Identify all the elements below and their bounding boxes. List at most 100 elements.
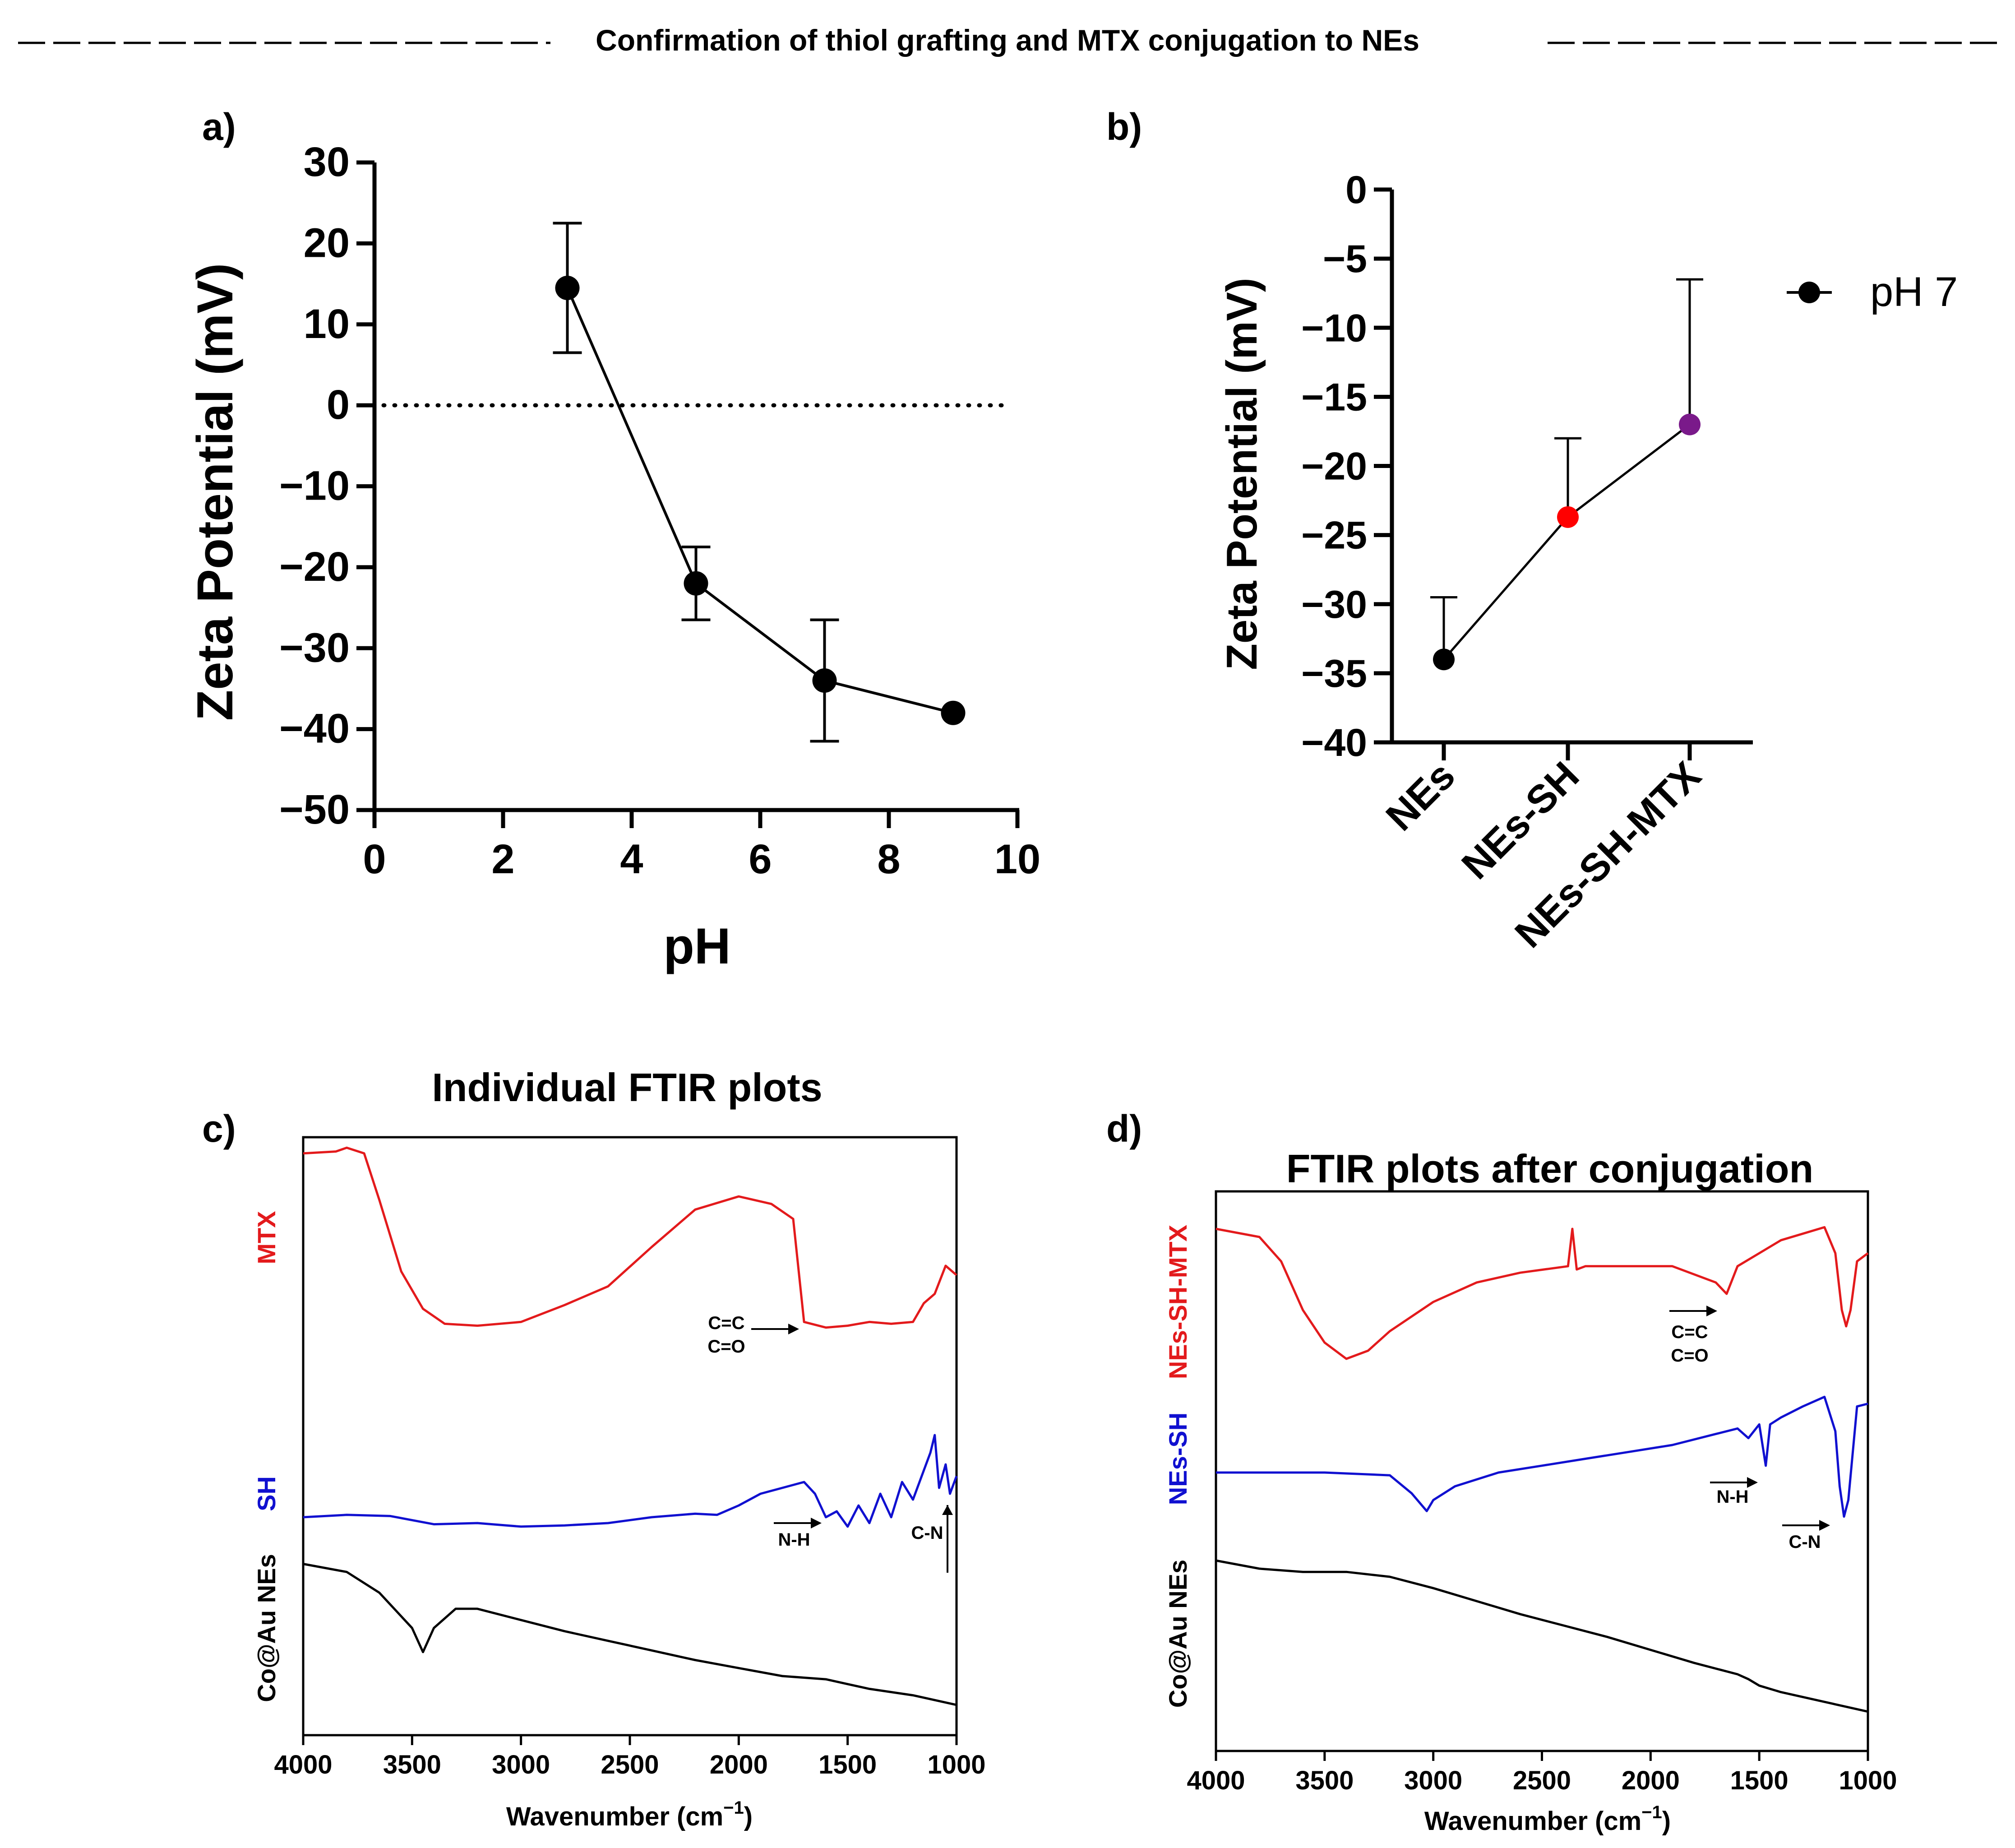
y-tick-label: −10	[279, 463, 350, 509]
annotation-label: C=O	[1671, 1346, 1708, 1366]
chart-d-xlabel-sup: −1	[1641, 1802, 1662, 1822]
x-tick-label: 4000	[274, 1750, 332, 1779]
x-tick-label: 1000	[927, 1750, 985, 1779]
x-tick-label: 0	[363, 836, 386, 882]
annotation-arrowhead	[788, 1324, 799, 1334]
chart-b-ylabel: Zeta Potential (mV)	[1218, 278, 1266, 670]
ftir-trace-1	[303, 1434, 958, 1528]
x-tick-label: 3500	[383, 1750, 441, 1779]
data-point	[1679, 413, 1701, 435]
y-tick-label: 0	[327, 382, 350, 428]
x-tick-label: 6	[749, 836, 772, 882]
x-tick-label: 2500	[1513, 1766, 1571, 1795]
ftir-trace-2	[303, 1563, 957, 1706]
y-tick-label: −20	[279, 544, 350, 590]
data-point	[941, 700, 966, 725]
x-tick-label: 3000	[492, 1750, 550, 1779]
x-tick-label: 1000	[1839, 1766, 1897, 1795]
annotation-label: C=C	[708, 1313, 744, 1333]
annotation-arrowhead	[1747, 1477, 1758, 1488]
y-tick-label: −35	[1301, 652, 1367, 695]
y-tick-label: 10	[304, 301, 350, 347]
data-point	[1557, 506, 1579, 528]
chart-d-xlabel: Wavenumber (cm−1)	[1424, 1802, 1671, 1836]
chart-d-xlabel-close: )	[1662, 1806, 1671, 1836]
y-tick-label: −10	[1301, 306, 1367, 350]
annotation-label: C-N	[1789, 1532, 1821, 1552]
panel-label-a: a)	[202, 106, 236, 148]
y-tick-label: −5	[1323, 237, 1367, 281]
x-tick-label: 3000	[1404, 1766, 1462, 1795]
chart-c-xlabel-sup: −1	[723, 1798, 744, 1818]
y-tick-label: −40	[279, 706, 350, 752]
x-tick-label: 4000	[1187, 1766, 1245, 1795]
ftir-series-label: NEs-SH-MTX	[1164, 1225, 1192, 1379]
annotation-label: C=C	[1671, 1322, 1708, 1342]
annotation-arrowhead	[1819, 1520, 1830, 1531]
series-line	[566, 287, 954, 714]
chart-a-ylabel: Zeta Potential (mV)	[187, 263, 243, 721]
chart-b-legend: pH 7	[1787, 269, 1958, 315]
ftir-series-label: NEs-SH	[1164, 1413, 1192, 1505]
panel-label-c: c)	[202, 1107, 236, 1150]
ftir-trace-2	[1215, 1559, 1868, 1713]
data-point	[1433, 648, 1455, 671]
ftir-trace-1	[1216, 1395, 1868, 1518]
chart-c-xlabel-close: )	[744, 1802, 753, 1831]
data-point	[555, 276, 580, 301]
ftir-series-label: Co@Au NEs	[1164, 1560, 1192, 1708]
y-tick-label: −30	[1301, 583, 1367, 626]
chart-c-xlabel-main: Wavenumber (cm	[506, 1802, 723, 1831]
ftir-series-label: MTX	[252, 1211, 281, 1264]
y-tick-label: −15	[1301, 375, 1367, 419]
chart-c-xlabel: Wavenumber (cm−1)	[506, 1798, 753, 1831]
ftir-series-label: SH	[252, 1476, 281, 1511]
y-tick-label: −20	[1301, 445, 1367, 488]
chart-c: 4000 3500 3000 2500 2000 1500 1000 MTX SH Co@Au N…	[252, 1136, 986, 1779]
annotation-arrowhead	[942, 1505, 953, 1515]
x-tick-label: 1500	[818, 1750, 877, 1779]
annotation-arrowhead	[811, 1518, 822, 1528]
annotation-label: C=O	[707, 1337, 745, 1357]
chart-a-xlabel: pH	[663, 918, 730, 974]
ftir-trace-0	[303, 1146, 957, 1329]
figure-title: Confirmation of thiol grafting and MTX c…	[596, 23, 1419, 57]
legend-marker	[1798, 282, 1820, 303]
x-tick-label: 4	[620, 836, 643, 882]
chart-d-xlabel-main: Wavenumber (cm	[1424, 1806, 1641, 1836]
chart-d-title: FTIR plots after conjugation	[1286, 1146, 1813, 1191]
y-tick-label: −40	[1301, 721, 1367, 764]
x-category-label: NEs	[1377, 753, 1463, 839]
panel-label-b: b)	[1106, 106, 1142, 148]
x-tick-label: 2	[491, 836, 514, 882]
annotation-arrowhead	[1706, 1306, 1717, 1316]
annotation-label: N-H	[1716, 1487, 1748, 1507]
chart-a: 30 20 10 0 −10 −20 −30 −40 −50 0 2 4 6 8 10	[279, 139, 1040, 882]
x-tick-label: 2000	[1622, 1766, 1680, 1795]
y-tick-label: 30	[304, 139, 350, 185]
data-point	[684, 571, 708, 596]
legend-label: pH 7	[1870, 269, 1958, 315]
x-tick-label: 1500	[1730, 1766, 1789, 1795]
x-tick-label: 2500	[601, 1750, 659, 1779]
annotation-label: N-H	[778, 1530, 810, 1550]
panel-label-d: d)	[1106, 1107, 1142, 1150]
chart-b: 0−5−10−15−20−25−30−35−40NEsNEs-SHNEs-SH-…	[1301, 168, 1753, 956]
ftir-series-label: Co@Au NEs	[252, 1554, 281, 1702]
header: Confirmation of thiol grafting and MTX c…	[18, 23, 2003, 57]
chart-c-title: Individual FTIR plots	[432, 1065, 822, 1110]
annotation-label: C-N	[911, 1523, 943, 1543]
y-tick-label: −30	[279, 625, 350, 671]
chart-d: 4000 3500 3000 2500 2000 1500 1000 NEs-SH-MTX NE…	[1164, 1190, 1897, 1795]
data-point	[812, 668, 837, 693]
ftir-trace-0	[1215, 1226, 1869, 1360]
x-tick-label: 3500	[1295, 1766, 1354, 1795]
y-tick-label: 20	[304, 220, 350, 266]
y-tick-label: −25	[1301, 514, 1367, 557]
y-tick-label: 0	[1345, 168, 1367, 212]
x-tick-label: 10	[994, 836, 1040, 882]
plot-frame	[1215, 1190, 1869, 1752]
x-tick-label: 2000	[710, 1750, 768, 1779]
x-tick-label: 8	[877, 836, 900, 882]
y-tick-label: −50	[279, 787, 350, 833]
